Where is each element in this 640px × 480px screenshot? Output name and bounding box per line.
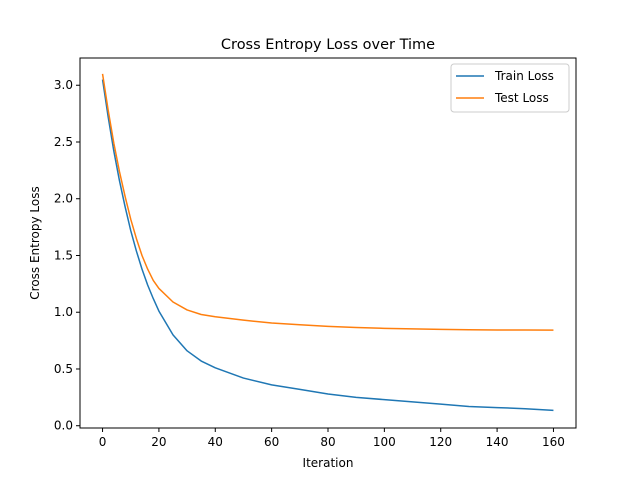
series-lines	[101, 73, 554, 412]
y-tick-label: 1.5	[54, 248, 73, 262]
y-tick-label: 0.0	[54, 419, 73, 433]
x-tick-label: 80	[320, 435, 335, 449]
x-tick-label: 0	[99, 435, 107, 449]
x-tick-label: 20	[151, 435, 166, 449]
x-tick-label: 140	[486, 435, 509, 449]
y-tick-label: 1.0	[54, 305, 73, 319]
x-tick-label: 160	[542, 435, 565, 449]
x-tick-label: 40	[208, 435, 223, 449]
legend-label: Train Loss	[494, 69, 554, 83]
series-line-train-loss	[101, 79, 554, 412]
legend-label: Test Loss	[494, 91, 549, 105]
legend: Train Loss Test Loss	[450, 63, 570, 113]
series-line-test-loss	[101, 73, 554, 331]
y-tick-label: 2.5	[54, 135, 73, 149]
y-tick-label: 0.5	[54, 362, 73, 376]
y-axis: 0.0 0.5 1.0 1.5 2.0 2.5 3.0	[54, 78, 80, 433]
x-tick-label: 100	[373, 435, 396, 449]
y-tick-label: 2.0	[54, 192, 73, 206]
x-axis: 0 20 40 60 80 100 120 140 160	[99, 428, 565, 449]
x-tick-label: 60	[264, 435, 279, 449]
x-tick-label: 120	[429, 435, 452, 449]
x-axis-label: Iteration	[303, 456, 354, 470]
chart-title: Cross Entropy Loss over Time	[221, 37, 435, 53]
y-axis-label: Cross Entropy Loss	[28, 186, 42, 299]
y-tick-label: 3.0	[54, 78, 73, 92]
